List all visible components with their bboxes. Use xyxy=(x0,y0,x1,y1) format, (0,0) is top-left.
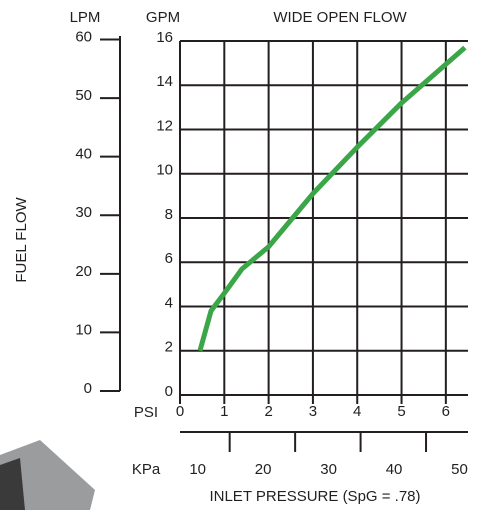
y-tick-label: 14 xyxy=(156,73,173,90)
y-tick-label: 0 xyxy=(165,383,173,400)
x-tick-label: 6 xyxy=(442,403,450,420)
y-tick-label: 8 xyxy=(165,206,173,223)
y-tick-label: 4 xyxy=(165,294,173,311)
psi-label: PSI xyxy=(134,404,158,421)
y2-tick-label: 30 xyxy=(75,204,92,221)
y-tick-label: 12 xyxy=(156,117,173,134)
x-tick-label: 5 xyxy=(397,403,405,420)
product-photo xyxy=(0,440,95,510)
x2-tick-label: 40 xyxy=(386,461,403,478)
x2-tick-label: 10 xyxy=(189,461,206,478)
kpa-label: KPa xyxy=(132,461,161,478)
x-tick-label: 1 xyxy=(220,403,228,420)
y-tick-label: 6 xyxy=(165,250,173,267)
x2-tick-label: 30 xyxy=(320,461,337,478)
gpm-axis-title: GPM xyxy=(146,9,180,26)
y2-tick-label: 60 xyxy=(75,28,92,45)
lpm-axis-title: LPM xyxy=(70,9,101,26)
y-tick-label: 10 xyxy=(156,162,173,179)
y-tick-label: 16 xyxy=(156,29,173,46)
y2-tick-label: 0 xyxy=(84,380,92,397)
y2-tick-label: 20 xyxy=(75,263,92,280)
x-tick-label: 4 xyxy=(353,403,361,420)
x-axis-title: INLET PRESSURE (SpG = .78) xyxy=(209,488,420,505)
y-tick-label: 2 xyxy=(165,339,173,356)
x-tick-label: 0 xyxy=(176,403,184,420)
x2-tick-label: 50 xyxy=(451,461,468,478)
y2-tick-label: 50 xyxy=(75,87,92,104)
y2-tick-label: 40 xyxy=(75,146,92,163)
data-line xyxy=(197,45,467,352)
chart-title: WIDE OPEN FLOW xyxy=(273,9,407,26)
x-tick-label: 3 xyxy=(309,403,317,420)
x-tick-label: 2 xyxy=(264,403,272,420)
side-label: FUEL FLOW xyxy=(13,197,30,283)
x2-tick-label: 20 xyxy=(255,461,272,478)
y2-tick-label: 10 xyxy=(75,321,92,338)
